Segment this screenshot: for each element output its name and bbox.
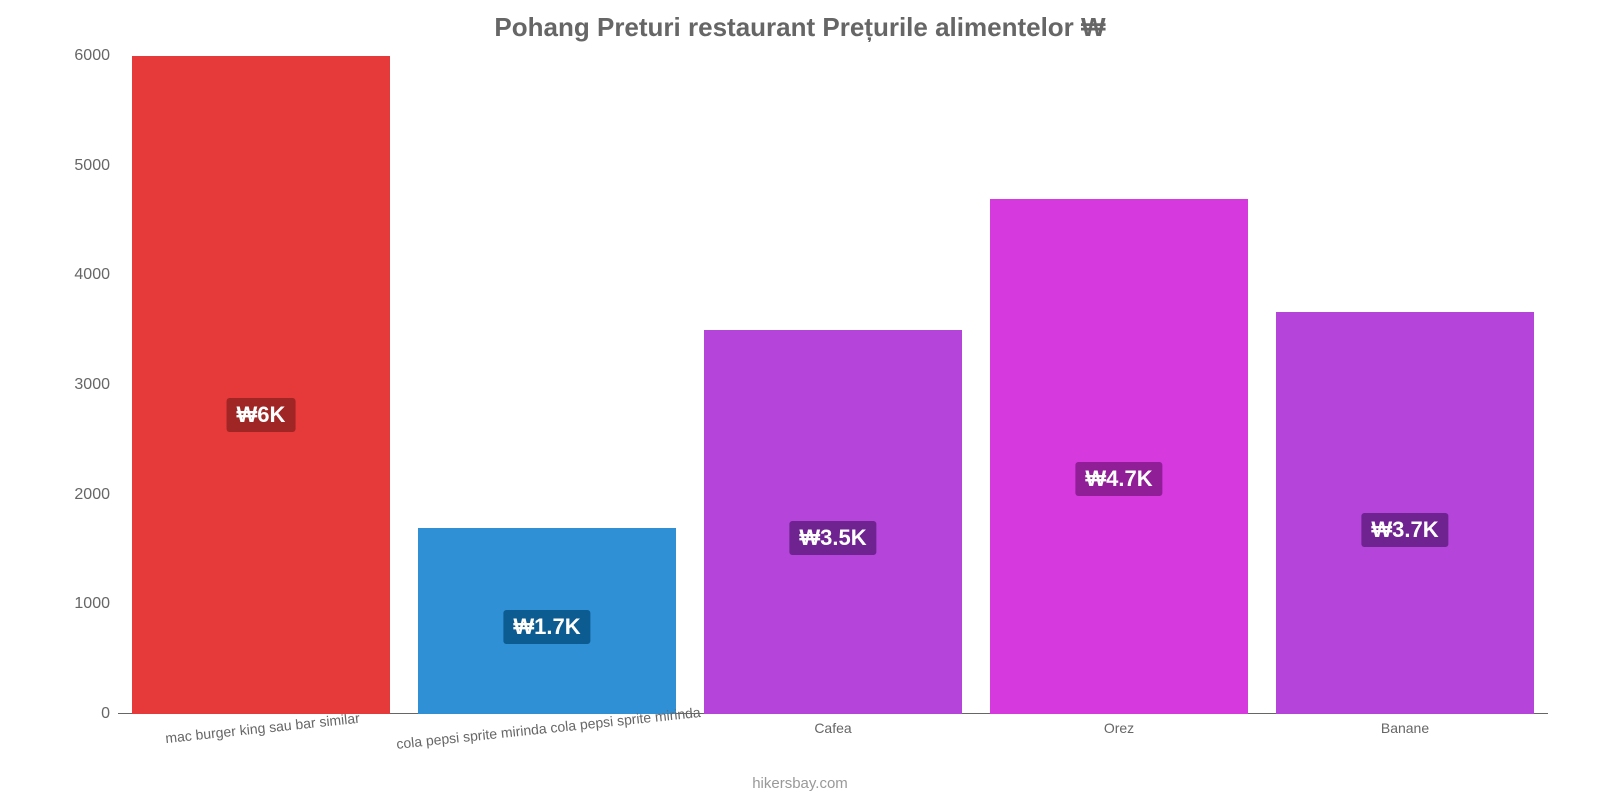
y-tick: 0 [101, 705, 110, 723]
bar: ₩4.7K [990, 199, 1247, 714]
bar-value-label: ₩3.5K [789, 521, 876, 555]
bar: ₩3.5K [704, 330, 961, 714]
bar-value-label: ₩3.7K [1361, 513, 1448, 547]
credit-text: hikersbay.com [752, 775, 848, 792]
y-tick: 2000 [74, 486, 110, 504]
y-tick: 1000 [74, 595, 110, 613]
plot-area: 0100020003000400050006000 ₩6K₩1.7K₩3.5K₩… [118, 56, 1548, 714]
bar-value-label: ₩4.7K [1075, 462, 1162, 496]
y-tick: 5000 [74, 157, 110, 175]
bar: ₩3.7K [1276, 312, 1533, 714]
x-tick: Banane [1381, 714, 1429, 736]
x-tick: Orez [1104, 714, 1134, 736]
y-tick: 4000 [74, 266, 110, 284]
y-tick: 3000 [74, 376, 110, 394]
y-axis: 0100020003000400050006000 [48, 56, 118, 714]
x-tick: Cafea [814, 714, 851, 736]
bar-value-label: ₩1.7K [503, 610, 590, 644]
chart-title: Pohang Preturi restaurant Prețurile alim… [0, 0, 1600, 43]
bar: ₩6K [132, 56, 389, 714]
bar-value-label: ₩6K [227, 398, 296, 432]
bar: ₩1.7K [418, 528, 675, 714]
y-tick: 6000 [74, 47, 110, 65]
